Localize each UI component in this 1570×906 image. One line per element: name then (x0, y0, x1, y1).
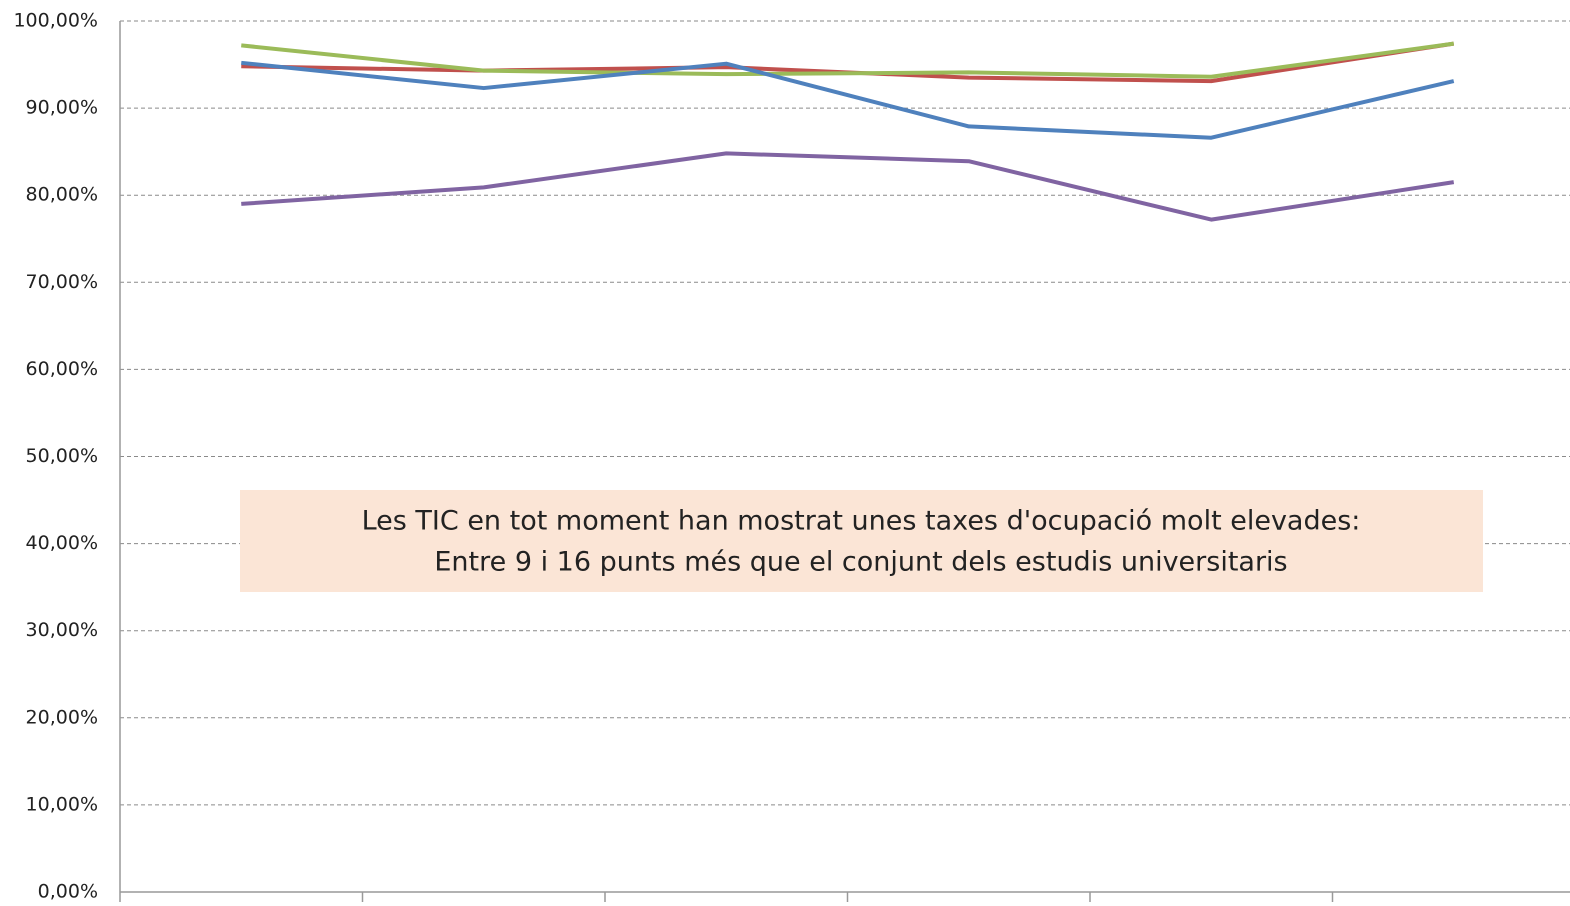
y-tick-label: 40,00% (26, 532, 98, 554)
y-tick-label: 50,00% (26, 445, 98, 467)
series-line (241, 41, 1455, 79)
annotation-line: Entre 9 i 16 punts més que el conjunt de… (434, 547, 1287, 578)
y-tick-label: 0,00% (38, 881, 98, 903)
y-tick-label: 70,00% (26, 271, 98, 293)
y-tick-label: 100,00% (13, 10, 98, 32)
series-line (241, 60, 1455, 140)
y-tick-label: 10,00% (26, 793, 98, 815)
y-tick-label: 80,00% (26, 184, 98, 206)
annotation-box (240, 490, 1483, 592)
series-line (241, 151, 1455, 222)
annotation-line: Les TIC en tot moment han mostrat unes t… (362, 506, 1361, 537)
y-tick-label: 90,00% (26, 97, 98, 119)
y-tick-label: 20,00% (26, 706, 98, 728)
y-tick-label: 60,00% (26, 358, 98, 380)
y-tick-label: 30,00% (26, 619, 98, 641)
